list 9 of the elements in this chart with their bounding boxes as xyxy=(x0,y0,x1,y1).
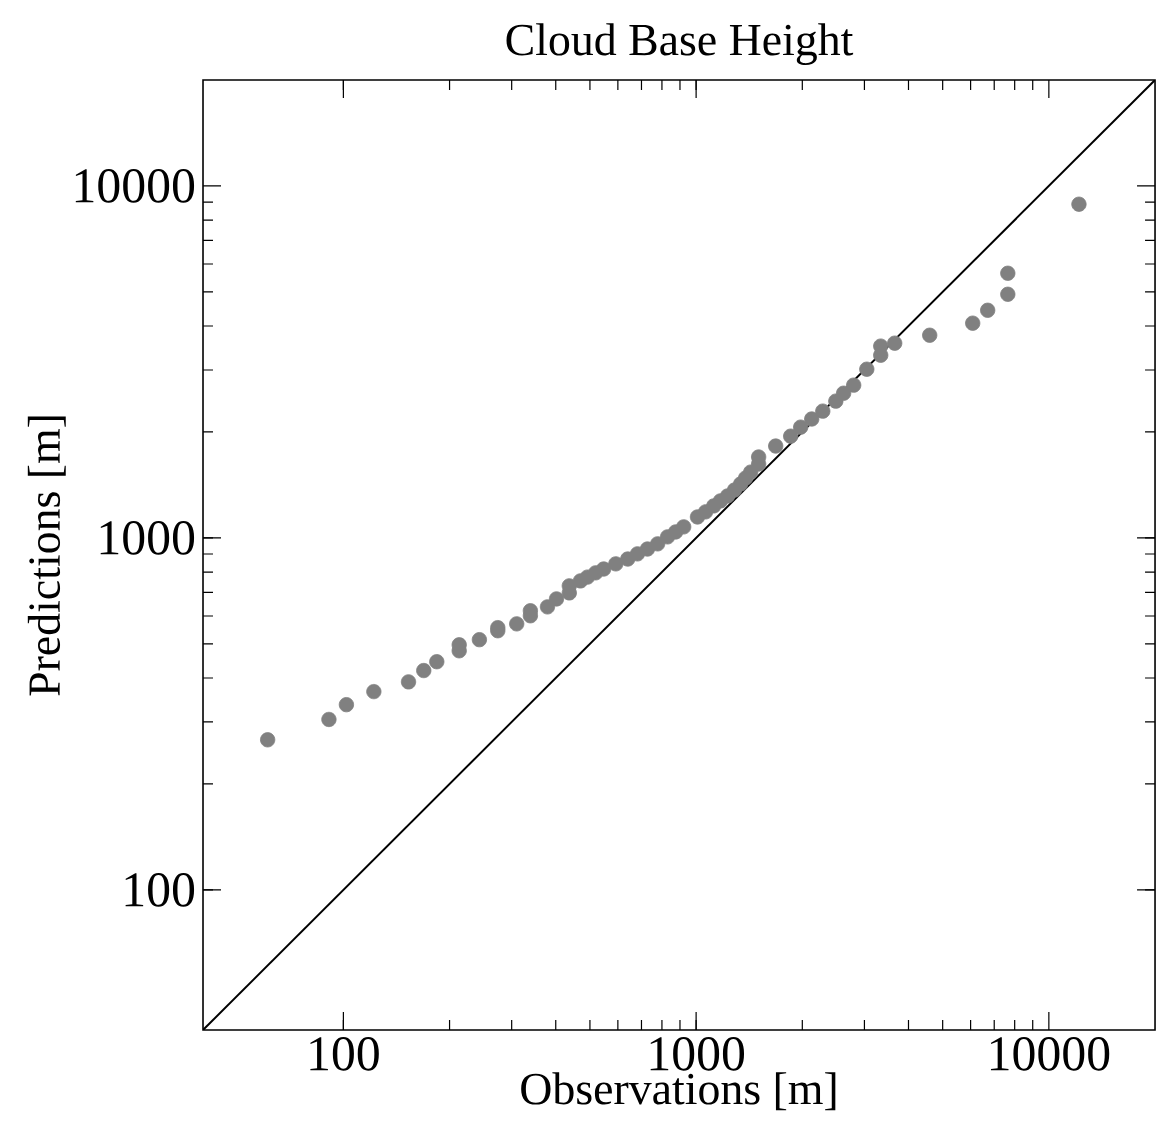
y-tick-label: 1000 xyxy=(100,521,195,555)
y-tick-label: 100 xyxy=(125,873,195,907)
x-tick-label: 100 xyxy=(310,1037,379,1071)
chart-title: Cloud Base Height xyxy=(506,23,854,65)
x-tick-label: 10000 xyxy=(990,1037,1110,1071)
y-tick-label: 10000 xyxy=(75,169,195,203)
x-axis-title: Observations [m] xyxy=(521,1072,836,1111)
y-axis-title: Predictions [m] xyxy=(27,416,66,696)
x-tick-label: 1000 xyxy=(650,1037,745,1071)
